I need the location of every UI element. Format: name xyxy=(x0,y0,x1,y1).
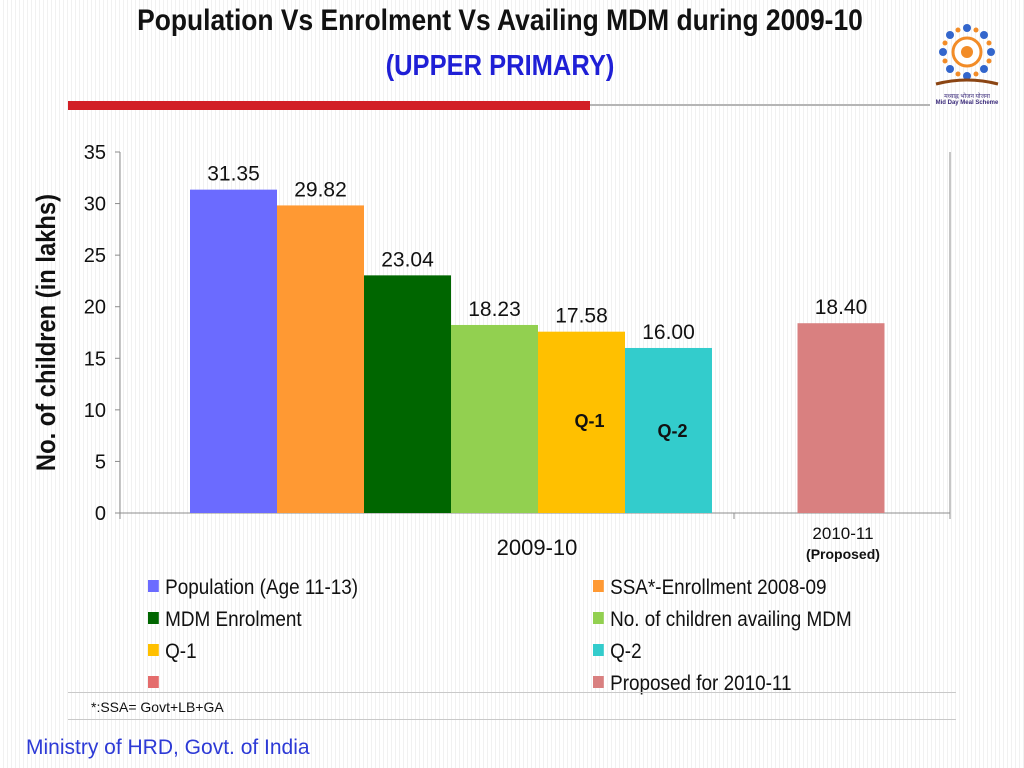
legend-label: No. of children availing MDM xyxy=(610,608,852,631)
data-label: 16.00 xyxy=(642,321,695,344)
chart-labels: 31.35 29.82 23.04 18.23 17.58 Q-1 16.00 Q-2 18.4… xyxy=(207,163,880,562)
bar-ssa-enrollment-2008-09 xyxy=(277,205,364,514)
bar-q-2 xyxy=(625,347,712,513)
legend-label: Population (Age 11-13) xyxy=(165,576,359,599)
logo-caption-hindi: मध्याह्न भोजन योजना xyxy=(944,94,990,100)
y-tick-label: 20 xyxy=(84,297,106,319)
legend-swatch xyxy=(148,644,159,657)
legend-swatch xyxy=(148,580,159,593)
legend-item: Q-2 xyxy=(593,640,642,664)
x-category-label: 2009-10 xyxy=(497,535,578,560)
legend-label: MDM Enrolment xyxy=(165,608,302,631)
legend-item xyxy=(148,672,165,696)
bar-inner-label: Q-1 xyxy=(574,411,604,431)
bar-mdm-enrolment xyxy=(364,275,451,513)
legend-item: SSA*-Enrollment 2008-09 xyxy=(593,576,827,600)
footnote: *:SSA= Govt+LB+GA xyxy=(91,699,224,715)
bar-proposed-for-2010-11 xyxy=(797,323,885,513)
chart-bars xyxy=(190,189,885,514)
data-label: 23.04 xyxy=(381,248,434,271)
legend-item: Q-1 xyxy=(148,640,197,664)
title-underline-grey xyxy=(590,104,930,106)
bar-population-age-11-13- xyxy=(190,189,277,513)
bar-q-1 xyxy=(538,331,625,513)
logo-caption: मध्याह्न भोजन योजना Mid Day Meal Scheme xyxy=(928,92,1006,106)
separator-line xyxy=(68,692,956,693)
legend-swatch xyxy=(593,580,604,593)
data-label: 29.82 xyxy=(294,178,347,201)
separator-line-lower xyxy=(68,719,956,720)
legend-label: Q-1 xyxy=(165,640,197,663)
y-axis-label: No. of children (in lakhs) xyxy=(32,194,62,471)
legend-swatch xyxy=(593,676,604,689)
y-tick-label: 30 xyxy=(84,194,106,216)
title-underline-red xyxy=(68,101,590,110)
legend-label: Q-2 xyxy=(610,640,642,663)
legend-item: Proposed for 2010-11 xyxy=(593,672,792,696)
slide-subtitle: (UPPER PRIMARY) xyxy=(385,50,615,82)
slide-title: Population Vs Enrolment Vs Availing MDM … xyxy=(137,4,863,37)
y-tick-label: 10 xyxy=(84,400,106,422)
data-label: 31.35 xyxy=(207,163,260,186)
y-tick-label: 25 xyxy=(84,245,106,267)
legend-swatch xyxy=(593,612,604,625)
ministry-footer: Ministry of HRD, Govt. of India xyxy=(26,736,310,759)
logo-caption-english: Mid Day Meal Scheme xyxy=(935,100,999,106)
bar-no-of-children-availing-mdm xyxy=(451,324,538,513)
x-category-sublabel: (Proposed) xyxy=(806,546,880,562)
legend-label: Proposed for 2010-11 xyxy=(610,672,792,695)
chart-axes: 0 5 10 15 20 25 30 35 No. of children (in lakhs) xyxy=(32,142,951,525)
legend-item: MDM Enrolment xyxy=(148,608,302,632)
y-tick-label: 15 xyxy=(84,348,106,370)
y-tick-label: 35 xyxy=(84,142,106,164)
data-label: 17.58 xyxy=(555,305,608,328)
legend-swatch xyxy=(148,676,159,689)
bar-inner-label: Q-2 xyxy=(657,421,687,441)
x-category-label: 2010-11 xyxy=(812,524,873,543)
legend-swatch xyxy=(148,612,159,625)
legend-item: Population (Age 11-13) xyxy=(148,576,358,600)
legend-label: SSA*-Enrollment 2008-09 xyxy=(610,576,827,599)
legend-swatch xyxy=(593,644,604,657)
y-tick-label: 0 xyxy=(95,503,106,525)
mdm-logo-icon xyxy=(935,24,999,86)
data-label: 18.23 xyxy=(468,298,521,321)
legend-item: No. of children availing MDM xyxy=(593,608,852,632)
y-tick-label: 5 xyxy=(95,451,106,473)
data-label: 18.40 xyxy=(815,296,868,319)
